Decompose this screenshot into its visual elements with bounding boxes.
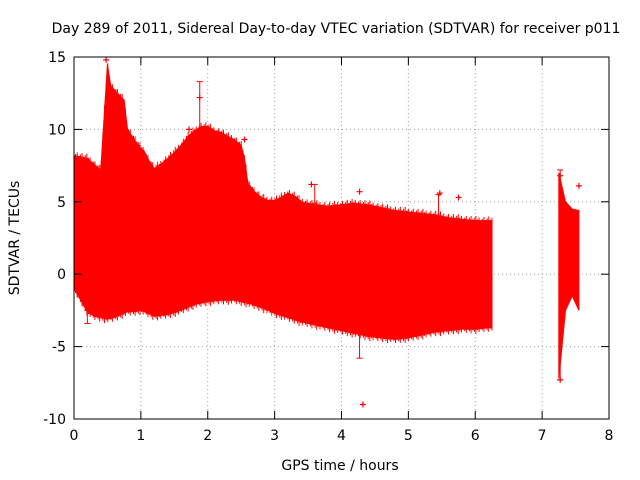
data-point (186, 126, 193, 133)
data-point (359, 401, 366, 408)
x-tick-label: 3 (270, 428, 279, 444)
data-point (575, 182, 582, 189)
x-tick-label: 1 (136, 428, 145, 444)
x-tick-label: 4 (337, 428, 346, 444)
data-point (356, 188, 363, 195)
axis-ticks: 0 1 2 3 4 5 6 7 8 -10 -5 0 5 10 15 (43, 50, 613, 444)
x-tick-label: 8 (605, 428, 614, 444)
data-point (114, 155, 121, 162)
data-point (436, 190, 443, 197)
y-tick-label: 0 (57, 267, 66, 283)
x-tick-label: 6 (471, 428, 480, 444)
data-point (196, 94, 203, 101)
y-tick-label: 5 (57, 195, 66, 211)
data-point (103, 56, 110, 63)
y-axis-label: SDTVAR / TECUs (7, 181, 23, 296)
y-tick-label: 10 (48, 122, 66, 138)
x-axis-label: GPS time / hours (281, 458, 398, 474)
y-tick-label: -5 (52, 340, 66, 356)
data-point (557, 172, 564, 179)
data-point (308, 181, 315, 188)
y-tick-label: -10 (43, 412, 66, 428)
x-tick-label: 2 (203, 428, 212, 444)
data-point (557, 376, 564, 383)
data-band-second (558, 172, 580, 379)
x-tick-label: 0 (70, 428, 79, 444)
x-tick-label: 7 (538, 428, 547, 444)
plot-frame (73, 56, 610, 420)
data-point (455, 194, 462, 201)
x-tick-label: 5 (404, 428, 413, 444)
chart-title: Day 289 of 2011, Sidereal Day-to-day VTE… (52, 21, 621, 37)
data-point (241, 136, 248, 143)
data-series (73, 56, 582, 408)
y-tick-label: 15 (48, 50, 66, 66)
